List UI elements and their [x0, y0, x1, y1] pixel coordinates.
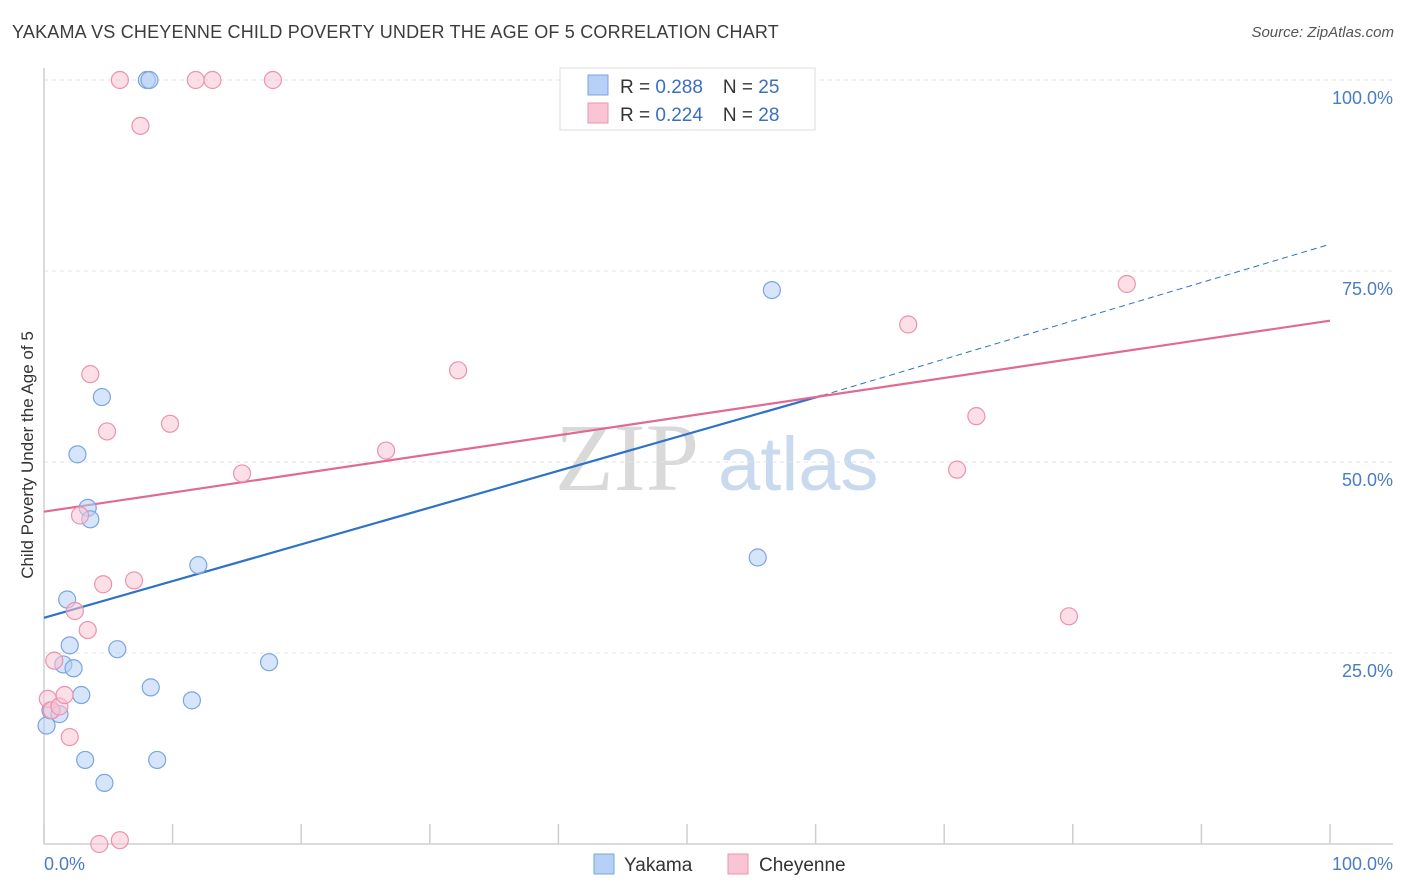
- yakama-point: [182, 691, 201, 710]
- yakama-point: [68, 445, 87, 464]
- cheyenne-point: [263, 70, 283, 90]
- cheyenne-point: [110, 70, 129, 90]
- cheyenne-point: [947, 460, 967, 479]
- bottom-legend-label-yakama: Yakama: [624, 855, 693, 876]
- y-tick-label: 75.0%: [1342, 279, 1393, 299]
- x-tick-label: 0.0%: [44, 854, 85, 874]
- cheyenne-point: [78, 620, 97, 640]
- yakama-point: [748, 548, 767, 567]
- cheyenne-point: [124, 571, 144, 590]
- legend-r-value: 0.288: [655, 77, 703, 98]
- legend-row-yakama: R = 0.288 N = 25: [620, 77, 779, 98]
- watermark-zip: ZIP: [555, 404, 699, 511]
- cheyenne-point: [55, 685, 74, 705]
- y-tick-label: 50.0%: [1342, 470, 1393, 490]
- yakama-point: [189, 556, 208, 575]
- yakama-point: [92, 387, 111, 407]
- yakama-point: [140, 70, 159, 90]
- yakama-point: [762, 281, 781, 300]
- yakama-point: [60, 636, 79, 655]
- cheyenne-point: [203, 70, 222, 90]
- cheyenne-point: [1117, 274, 1136, 294]
- yakama-trend-extension: [821, 243, 1331, 397]
- cheyenne-point: [160, 414, 180, 433]
- cheyenne-point: [110, 831, 129, 850]
- legend-n-label: N =: [723, 105, 758, 126]
- legend-n-label: N =: [723, 77, 758, 98]
- bottom-legend-label-cheyenne: Cheyenne: [759, 855, 846, 876]
- cheyenne-point: [97, 422, 117, 441]
- cheyenne-point: [967, 407, 986, 426]
- legend-n-value: 25: [758, 77, 779, 98]
- y-tick-label: 100.0%: [1332, 88, 1393, 108]
- gridlines: [44, 79, 1393, 654]
- yakama-trend-line: [43, 394, 823, 619]
- legend-swatch-cheyenne: [587, 102, 609, 124]
- yakama-point: [148, 750, 167, 770]
- cheyenne-point: [70, 506, 90, 525]
- cheyenne-point: [448, 361, 468, 380]
- yakama-point: [76, 750, 95, 770]
- cheyenne-point: [45, 651, 64, 670]
- legend-r-value: 0.224: [655, 105, 703, 126]
- legend-r-label: R =: [620, 77, 655, 98]
- cheyenne-point: [232, 464, 252, 483]
- cheyenne-point: [1059, 607, 1079, 626]
- cheyenne-trend-line: [43, 319, 1331, 513]
- yakama-point: [64, 659, 83, 678]
- source-credit: Source: ZipAtlas.com: [1251, 24, 1394, 41]
- yakama-point: [72, 685, 91, 705]
- watermark-atlas: atlas: [718, 422, 879, 507]
- legend-n-value: 28: [758, 105, 779, 126]
- data-points: [37, 70, 1136, 854]
- legend-r-label: R =: [620, 105, 655, 126]
- yakama-point: [141, 678, 160, 697]
- cheyenne-point: [90, 834, 109, 854]
- cheyenne-point: [94, 575, 113, 594]
- bottom-legend-swatch-cheyenne: [727, 853, 749, 875]
- x-tick-label: 100.0%: [1332, 854, 1393, 874]
- cheyenne-point: [899, 315, 918, 334]
- bottom-legend-swatch-yakama: [593, 853, 615, 875]
- tick-labels: 0.0% 100.0% 25.0% 50.0% 75.0% 100.0%: [44, 88, 1393, 874]
- cheyenne-point: [376, 441, 396, 460]
- yakama-point: [259, 653, 279, 672]
- bottom-legend: Yakama Cheyenne: [593, 853, 846, 876]
- chart-title: YAKAMA VS CHEYENNE CHILD POVERTY UNDER T…: [12, 22, 779, 42]
- trend-lines: [43, 243, 1331, 619]
- cheyenne-point: [60, 727, 79, 747]
- cheyenne-point: [65, 601, 84, 621]
- cheyenne-point: [131, 116, 150, 135]
- legend-row-cheyenne: R = 0.224 N = 28: [620, 105, 779, 126]
- cheyenne-point: [186, 70, 205, 90]
- y-tick-label: 25.0%: [1342, 661, 1393, 681]
- legend-swatch-yakama: [587, 74, 609, 96]
- yakama-point: [95, 773, 114, 792]
- yakama-point: [108, 640, 127, 659]
- legend: R = 0.288 N = 25 R = 0.224 N = 28: [559, 67, 816, 131]
- cheyenne-point: [81, 365, 100, 384]
- y-axis-label: Child Poverty Under the Age of 5: [18, 331, 37, 579]
